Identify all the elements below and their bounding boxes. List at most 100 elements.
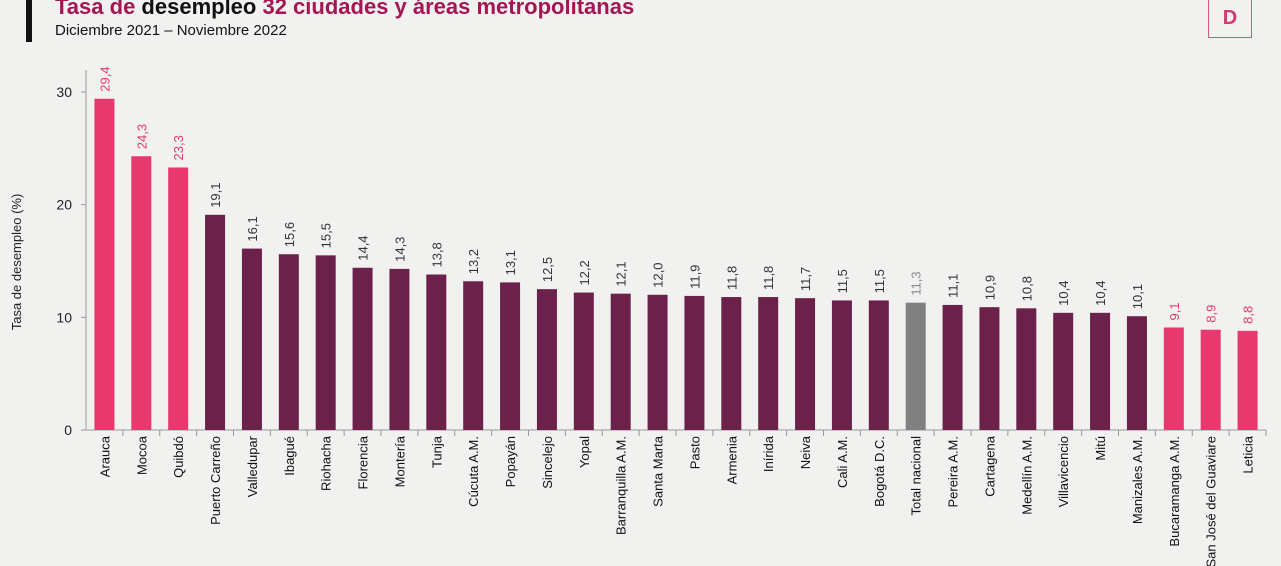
- data-label: 10,8: [1019, 276, 1034, 301]
- x-tick-label: Ibagué: [282, 436, 297, 476]
- bar-manizales-a-m-: [1126, 316, 1147, 430]
- bar-cali-a-m-: [831, 300, 852, 430]
- bar-neiva: [795, 298, 816, 430]
- chart-subtitle: Diciembre 2021 – Noviembre 2022: [55, 22, 287, 39]
- x-tick-label: Neiva: [798, 435, 813, 469]
- bar-leticia: [1237, 330, 1258, 430]
- bar-quibd-: [168, 167, 189, 430]
- x-tick-label: Cartagena: [982, 435, 997, 496]
- bar-san-jos-del-guaviare: [1200, 329, 1221, 430]
- data-label: 8,9: [1204, 305, 1219, 323]
- data-label: 12,1: [614, 261, 629, 286]
- data-label: 10,4: [1093, 281, 1108, 306]
- x-tick-label: Florencia: [356, 435, 371, 489]
- data-label: 11,5: [835, 269, 850, 293]
- x-tick-label: Barranquilla A.M.: [614, 436, 629, 535]
- data-label: 19,1: [208, 182, 223, 207]
- data-label: 13,8: [429, 242, 444, 267]
- x-tick-label: Quibdó: [171, 436, 186, 478]
- x-tick-label: Medellín A.M.: [1019, 436, 1034, 515]
- bar-monter-a: [389, 268, 410, 430]
- y-tick-label: 30: [56, 84, 72, 100]
- bar-barranquilla-a-m-: [610, 293, 631, 430]
- bar-valledupar: [241, 248, 262, 430]
- x-tick-label: Riohacha: [319, 435, 334, 491]
- bar-pereira-a-m-: [942, 304, 963, 430]
- title-part-1: Tasa de: [55, 0, 142, 19]
- bar-puerto-carre-o: [205, 214, 226, 430]
- data-label: 11,8: [761, 266, 776, 290]
- bar-florencia: [352, 267, 373, 430]
- data-label: 29,4: [97, 66, 112, 91]
- x-tick-label: Villavicencio: [1056, 436, 1071, 507]
- x-tick-label: Arauca: [97, 435, 112, 477]
- data-label: 14,4: [356, 235, 371, 260]
- x-tick-label: Pasto: [687, 436, 702, 469]
- x-tick-label: Armenia: [724, 435, 739, 484]
- data-label: 11,1: [946, 274, 961, 298]
- data-label: 14,3: [392, 237, 407, 262]
- data-label: 23,3: [171, 135, 186, 160]
- data-label: 16,1: [245, 216, 260, 241]
- bar-armenia: [721, 297, 742, 430]
- data-label: 10,4: [1056, 281, 1071, 306]
- x-tick-label: Pereira A.M.: [946, 436, 961, 508]
- data-label: 12,2: [577, 260, 592, 285]
- data-label: 11,8: [724, 266, 739, 290]
- bar-c-cuta-a-m-: [463, 281, 484, 430]
- data-label: 8,8: [1241, 306, 1256, 324]
- x-tick-label: Bogotá D.C.: [872, 436, 887, 507]
- x-tick-label: Valledupar: [245, 435, 260, 497]
- bar-arauca: [94, 98, 115, 430]
- x-tick-label: Sincelejo: [540, 436, 555, 489]
- title-part-2: desempleo: [141, 0, 257, 19]
- data-label: 10,1: [1130, 284, 1145, 309]
- data-label: 12,0: [651, 262, 666, 287]
- bar-ibagu-: [278, 254, 299, 430]
- bar-sincelejo: [536, 289, 557, 430]
- data-label: 24,3: [134, 124, 149, 149]
- data-label: 10,9: [982, 275, 997, 300]
- data-label: 11,5: [872, 269, 887, 293]
- data-label: 13,2: [466, 249, 481, 274]
- x-tick-label: Mocoa: [134, 435, 149, 475]
- bar-tunja: [426, 274, 447, 430]
- x-tick-label: Bucaramanga A.M.: [1167, 436, 1182, 547]
- data-label: 11,3: [909, 271, 924, 295]
- data-label: 9,1: [1167, 302, 1182, 320]
- bar-popay-n: [500, 282, 521, 430]
- x-tick-label: Total nacional: [909, 436, 924, 516]
- bar-cartagena: [979, 307, 1000, 430]
- title-accent-bar: [26, 0, 32, 42]
- bar-mocoa: [131, 156, 152, 430]
- x-tick-label: Cali A.M.: [835, 436, 850, 488]
- data-label: 13,1: [503, 250, 518, 275]
- x-tick-label: Manizales A.M.: [1130, 436, 1145, 524]
- x-tick-label: Tunja: [429, 435, 444, 468]
- x-tick-label: Puerto Carreño: [208, 436, 223, 525]
- bar-total-nacional: [905, 302, 926, 430]
- data-label: 12,5: [540, 257, 555, 282]
- brand-logo: D: [1208, 0, 1252, 38]
- bar-yopal: [573, 292, 594, 430]
- x-tick-label: Santa Marta: [651, 435, 666, 507]
- bar-bogot-d-c-: [868, 300, 889, 430]
- chart-title: Tasa de desempleo 32 ciudades y áreas me…: [55, 0, 634, 20]
- bar-pasto: [684, 295, 705, 430]
- data-label: 11,7: [798, 267, 813, 291]
- y-tick-label: 10: [56, 309, 72, 325]
- x-tick-label: Yopal: [577, 436, 592, 468]
- bar-bucaramanga-a-m-: [1163, 327, 1184, 430]
- bar-riohacha: [315, 255, 336, 430]
- title-part-3: 32 ciudades y áreas metropolitanas: [256, 0, 635, 19]
- bar-villavicencio: [1053, 312, 1074, 430]
- x-tick-label: Cúcuta A.M.: [466, 436, 481, 507]
- x-tick-label: Montería: [392, 435, 407, 487]
- x-tick-label: Inírida: [761, 435, 776, 472]
- bar-in-rida: [758, 297, 779, 430]
- bar-mit-: [1090, 312, 1111, 430]
- x-tick-label: San José del Guaviare: [1204, 436, 1219, 566]
- x-tick-label: Popayán: [503, 436, 518, 487]
- data-label: 15,6: [282, 222, 297, 247]
